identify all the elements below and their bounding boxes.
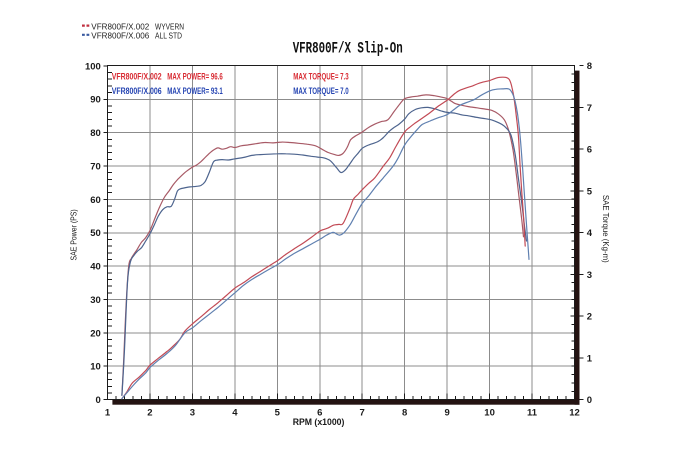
svg-text:10: 10 — [90, 362, 101, 373]
svg-text:3: 3 — [190, 408, 195, 419]
svg-text:2: 2 — [587, 312, 592, 323]
svg-text:12: 12 — [569, 408, 580, 419]
svg-text:2: 2 — [147, 408, 152, 419]
svg-text:90: 90 — [90, 95, 101, 106]
svg-text:8: 8 — [402, 408, 407, 419]
svg-text:0: 0 — [96, 395, 101, 406]
svg-text:7: 7 — [587, 103, 592, 114]
svg-text:9: 9 — [444, 408, 449, 419]
svg-text:1: 1 — [105, 408, 111, 419]
svg-text:100: 100 — [85, 61, 101, 72]
svg-text:VFR800F/X Slip-On: VFR800F/X Slip-On — [293, 41, 403, 58]
svg-text:11: 11 — [527, 408, 538, 419]
svg-text:VFR800F/X.006: VFR800F/X.006 — [112, 86, 162, 96]
svg-text:5: 5 — [275, 408, 281, 419]
svg-text:3: 3 — [587, 270, 592, 281]
svg-text:MAX POWER= 96.6: MAX POWER= 96.6 — [167, 71, 223, 81]
svg-text:40: 40 — [90, 262, 101, 273]
svg-text:5: 5 — [587, 186, 593, 197]
svg-text:0: 0 — [587, 395, 592, 406]
svg-text:8: 8 — [587, 61, 592, 72]
svg-text:30: 30 — [90, 295, 101, 306]
svg-text:MAX POWER= 93.1: MAX POWER= 93.1 — [167, 86, 223, 96]
svg-text:SAE Power (PS): SAE Power (PS) — [70, 209, 79, 261]
svg-text:20: 20 — [90, 328, 101, 339]
svg-text:WYVERN: WYVERN — [155, 22, 184, 31]
svg-text:6: 6 — [587, 145, 592, 156]
svg-text:10: 10 — [484, 408, 495, 419]
svg-text:50: 50 — [90, 228, 101, 239]
svg-text:ALL STD: ALL STD — [155, 31, 182, 40]
svg-text:7: 7 — [360, 408, 365, 419]
svg-text:4: 4 — [232, 408, 238, 419]
svg-text:4: 4 — [587, 228, 593, 239]
svg-text:SAE Torque (Kg-m): SAE Torque (Kg-m) — [601, 195, 610, 263]
svg-text:RPM (x1000): RPM (x1000) — [293, 417, 345, 428]
svg-text:VFR800F/X.002: VFR800F/X.002 — [112, 71, 162, 81]
svg-text:MAX TORQUE= 7.3: MAX TORQUE= 7.3 — [293, 71, 349, 81]
svg-text:80: 80 — [90, 128, 101, 139]
svg-text:1: 1 — [587, 353, 593, 364]
svg-text:MAX TORQUE= 7.0: MAX TORQUE= 7.0 — [293, 86, 349, 96]
svg-text:VFR800F/X.002: VFR800F/X.002 — [91, 22, 150, 31]
svg-text:VFR800F/X.006: VFR800F/X.006 — [91, 31, 150, 40]
svg-text:6: 6 — [317, 408, 322, 419]
svg-text:60: 60 — [90, 195, 101, 206]
svg-text:70: 70 — [90, 161, 101, 172]
